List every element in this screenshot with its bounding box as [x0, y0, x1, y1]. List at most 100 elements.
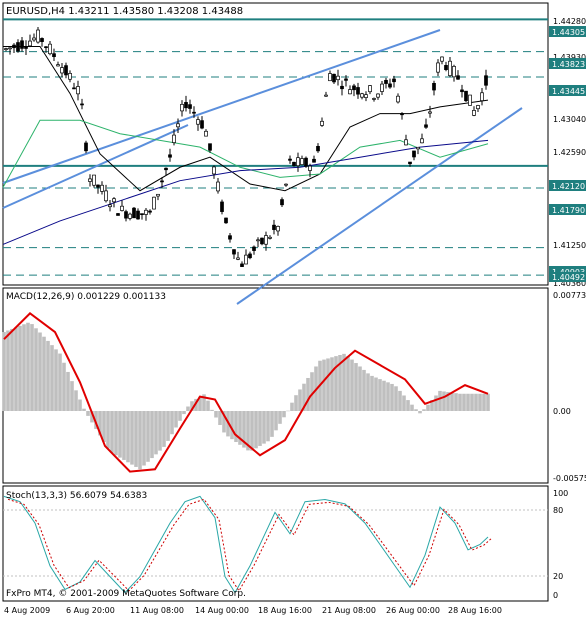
- macd-bar: [310, 372, 314, 411]
- price-tick: 1.44280: [553, 17, 586, 26]
- candle-body: [172, 134, 176, 143]
- price-tick: 1.42590: [553, 148, 586, 157]
- macd-bar: [234, 411, 238, 442]
- macd-bar: [454, 393, 458, 411]
- candle-body: [432, 82, 436, 91]
- macd-bar: [258, 411, 262, 446]
- macd-bar: [34, 328, 38, 411]
- stoch-tick: 20: [553, 572, 563, 581]
- candle-body: [212, 166, 216, 175]
- macd-bar: [182, 411, 186, 415]
- time-tick: 6 Aug 20:00: [66, 606, 115, 615]
- candle-body: [160, 180, 164, 183]
- candle-body: [220, 201, 224, 212]
- candle-body: [388, 83, 392, 88]
- macd-bar: [70, 381, 74, 411]
- candle-body: [456, 75, 460, 80]
- candle-body: [104, 190, 108, 202]
- candle-body: [444, 65, 448, 70]
- candle-body: [480, 92, 484, 102]
- stoch-tick: 0: [553, 591, 558, 600]
- macd-bar: [294, 395, 298, 411]
- macd-tick: 0.00773: [553, 291, 586, 300]
- macd-bar: [470, 393, 474, 411]
- macd-bar: [422, 409, 426, 411]
- macd-bar: [278, 411, 282, 424]
- macd-bar: [190, 401, 194, 411]
- candle-body: [16, 42, 20, 52]
- macd-bar: [202, 394, 206, 411]
- candle-body: [108, 204, 112, 208]
- candle-body: [300, 158, 304, 165]
- candle-body: [60, 67, 64, 74]
- candle-body: [64, 65, 68, 76]
- macd-bar: [334, 356, 338, 411]
- candle-body: [416, 146, 420, 150]
- candle-body: [428, 111, 432, 114]
- candle-body: [424, 124, 428, 128]
- candle-body: [52, 53, 56, 58]
- level-label-bg: [549, 58, 586, 69]
- macd-bar: [378, 379, 382, 411]
- stoch-pane-frame: [2, 485, 549, 602]
- candle-body: [96, 184, 100, 188]
- price-horizontal-levels: [3, 18, 548, 276]
- time-tick: 4 Aug 2009: [4, 606, 50, 615]
- trendlines[interactable]: [2, 29, 523, 305]
- macd-bar: [474, 393, 478, 411]
- macd-bar: [418, 411, 422, 414]
- candle-body: [312, 158, 316, 163]
- candle-body: [452, 66, 456, 78]
- level-label-bg: [549, 272, 586, 282]
- candle-body: [92, 174, 96, 186]
- macd-bar: [6, 330, 10, 411]
- candle-body: [156, 193, 160, 197]
- candle-body: [396, 95, 400, 103]
- macd-bar: [398, 390, 402, 411]
- macd-bar: [66, 371, 70, 411]
- candlesticks: [4, 27, 488, 267]
- candle-body: [68, 73, 72, 80]
- candle-body: [168, 154, 172, 158]
- candle-body: [32, 37, 36, 41]
- macd-bar: [238, 411, 242, 445]
- time-tick: 18 Aug 16:00: [258, 606, 312, 615]
- macd-bar: [462, 393, 466, 411]
- candle-body: [328, 73, 332, 82]
- ma-slow-line: [2, 139, 489, 245]
- macd-bar: [198, 396, 202, 411]
- macd-bar: [54, 349, 58, 411]
- macd-bar: [274, 411, 278, 431]
- candle-body: [164, 167, 168, 171]
- candle-body: [288, 158, 292, 161]
- stoch-tick: 100: [553, 489, 568, 498]
- macd-bar: [438, 390, 442, 411]
- candle-body: [484, 75, 488, 86]
- macd-bar: [94, 411, 98, 429]
- macd-bar: [426, 404, 430, 411]
- candle-body: [240, 263, 244, 267]
- level-label: 1.44305: [552, 28, 585, 37]
- candle-body: [208, 143, 212, 151]
- macd-bar: [46, 340, 50, 411]
- macd-tick: 0.00: [553, 407, 571, 416]
- time-tick: 26 Aug 00:00: [386, 606, 440, 615]
- candle-body: [284, 183, 288, 186]
- macd-bar: [366, 373, 370, 411]
- candle-body: [132, 207, 136, 219]
- level-label-bg: [549, 266, 586, 277]
- candle-body: [476, 105, 480, 110]
- macd-bar: [110, 411, 114, 453]
- candle-body: [316, 145, 320, 152]
- candle-body: [184, 102, 188, 109]
- candle-body: [372, 98, 376, 100]
- level-label: 1.43823: [552, 60, 585, 69]
- stoch-label: Stoch(13,3,3) 56.6079 54.6383: [6, 491, 147, 501]
- macd-bar: [18, 325, 22, 411]
- candle-body: [176, 123, 180, 128]
- macd-bar: [306, 377, 310, 411]
- candle-body: [324, 94, 328, 97]
- macd-bar: [434, 395, 438, 411]
